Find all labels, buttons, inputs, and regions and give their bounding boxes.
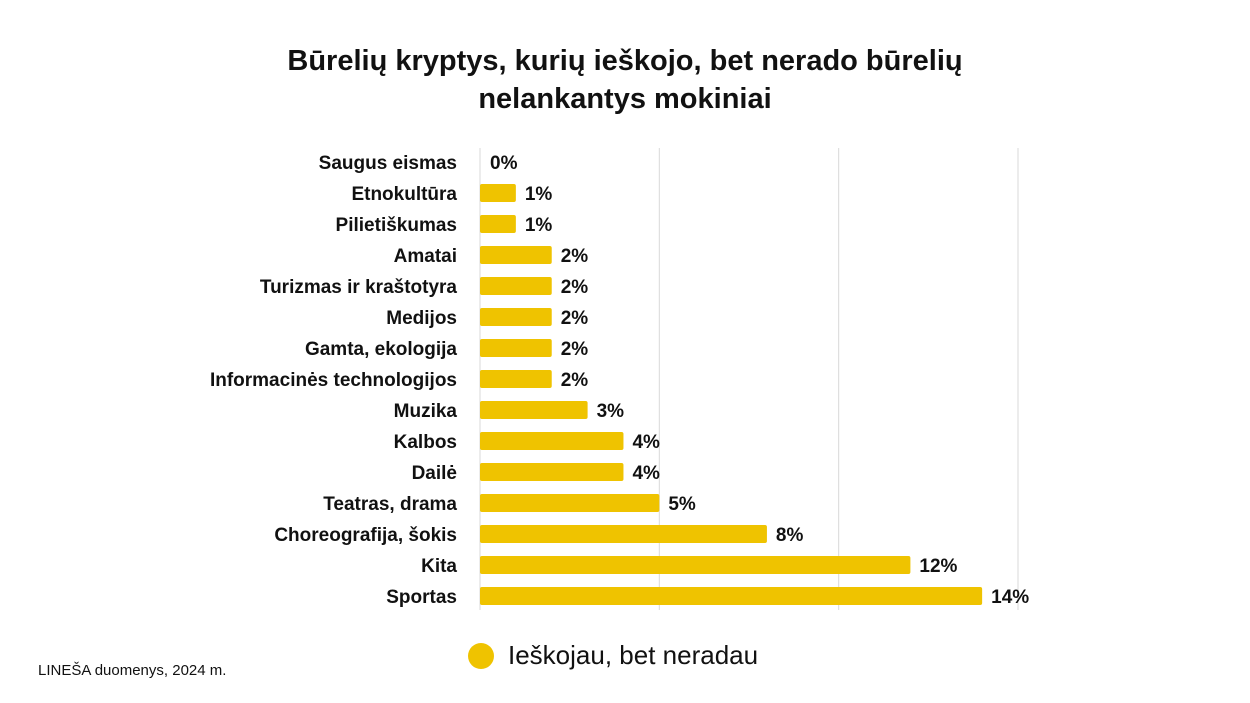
category-label: Informacinės technologijos xyxy=(210,370,457,391)
legend-label: Ieškojau, bet neradau xyxy=(508,640,759,670)
source-note: LINEŠA duomenys, 2024 m. xyxy=(38,662,227,679)
category-label: Choreografija, šokis xyxy=(274,525,457,546)
bar xyxy=(480,184,516,202)
bar xyxy=(480,432,624,450)
value-label: 4% xyxy=(632,463,660,484)
value-label: 1% xyxy=(525,184,553,205)
bar xyxy=(480,339,552,357)
value-label: 2% xyxy=(561,370,589,391)
category-label: Muzika xyxy=(394,401,458,422)
category-label: Etnokultūra xyxy=(351,184,457,205)
chart-title-line-1: Būrelių kryptys, kurių ieškojo, bet nera… xyxy=(287,45,963,77)
bars xyxy=(480,184,983,605)
legend-swatch-icon xyxy=(468,642,494,669)
value-label: 12% xyxy=(919,556,957,577)
value-label: 0% xyxy=(490,153,518,174)
value-labels: 0% 1% 1% 2% 2% 2% 2% 2% 3% 4% 4% 5% 8% 12% 14% xyxy=(490,153,1029,608)
value-label: 2% xyxy=(561,308,589,329)
value-label: 2% xyxy=(561,339,589,360)
value-label: 4% xyxy=(632,432,660,453)
value-label: 14% xyxy=(991,587,1029,608)
category-label: Saugus eismas xyxy=(319,153,457,174)
category-label: Amatai xyxy=(394,246,457,267)
bar xyxy=(480,587,983,605)
category-label: Turizmas ir kraštotyra xyxy=(260,277,458,298)
legend: Ieškojau, bet neradau xyxy=(468,640,758,671)
category-label: Kita xyxy=(421,556,457,577)
category-label: Dailė xyxy=(412,463,457,484)
value-label: 2% xyxy=(561,246,589,267)
value-label: 1% xyxy=(525,215,553,236)
category-label: Medijos xyxy=(386,308,457,329)
chart-title: Būrelių kryptys, kurių ieškojo, bet nera… xyxy=(0,42,1250,118)
category-label: Teatras, drama xyxy=(323,494,457,515)
bar xyxy=(480,401,588,419)
category-label: Gamta, ekologija xyxy=(305,339,457,360)
category-label: Sportas xyxy=(386,587,457,608)
value-label: 8% xyxy=(776,525,804,546)
bar xyxy=(480,308,552,326)
bar xyxy=(480,277,552,295)
category-label: Pilietiškumas xyxy=(336,215,457,236)
bar xyxy=(480,215,516,233)
bar xyxy=(480,370,552,388)
value-label: 3% xyxy=(597,401,625,422)
bar xyxy=(480,556,911,574)
chart-title-line-2: nelankantys mokiniai xyxy=(478,83,772,115)
bar xyxy=(480,463,624,481)
value-label: 5% xyxy=(668,494,696,515)
category-labels: Saugus eismas Etnokultūra Pilietiškumas Ama… xyxy=(210,153,457,608)
bar xyxy=(480,494,660,512)
category-label: Kalbos xyxy=(394,432,457,453)
bar xyxy=(480,246,552,264)
value-label: 2% xyxy=(561,277,589,298)
bar xyxy=(480,525,767,543)
